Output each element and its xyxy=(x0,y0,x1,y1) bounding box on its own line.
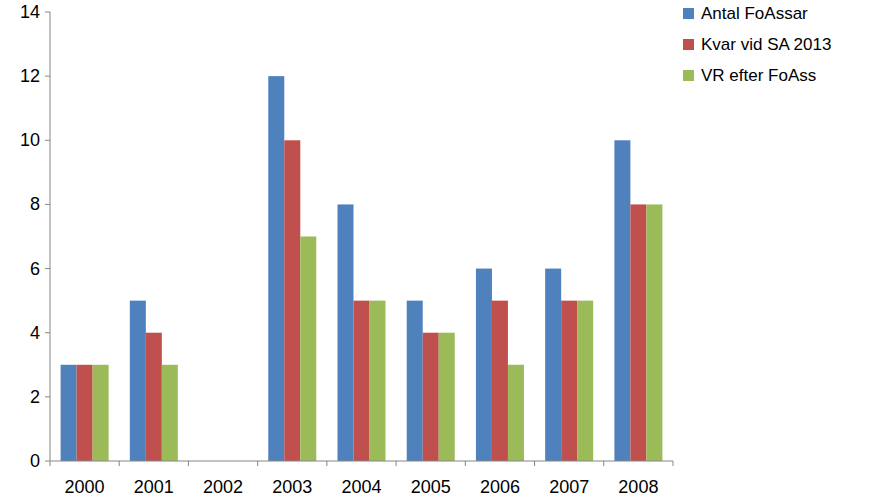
x-tick-label: 2000 xyxy=(65,477,105,497)
y-tick xyxy=(45,76,50,77)
legend-label: VR efter FoAss xyxy=(701,66,816,85)
bar xyxy=(407,301,423,461)
bar xyxy=(268,76,284,461)
chart: 0 2 4 6 8 10 12 14 2000 2001 2002 2003 2004 2005 2006 2… xyxy=(0,0,871,502)
bar xyxy=(284,140,300,461)
bar xyxy=(508,365,524,461)
y-tick xyxy=(45,268,50,269)
y-tick-label: 10 xyxy=(20,130,40,150)
y-tick-label: 8 xyxy=(30,194,40,214)
y-tick xyxy=(45,396,50,397)
x-tick-label: 2006 xyxy=(480,477,520,497)
bar xyxy=(61,365,77,461)
bar xyxy=(561,301,577,461)
x-tick xyxy=(50,461,51,466)
x-tick-label: 2003 xyxy=(272,477,312,497)
y-tick-label: 2 xyxy=(30,387,40,407)
bar xyxy=(354,301,370,461)
legend-swatch xyxy=(683,70,694,81)
bar xyxy=(492,301,508,461)
x-tick-label: 2004 xyxy=(341,477,381,497)
x-tick-label: 2005 xyxy=(411,477,451,497)
x-tick-label: 2007 xyxy=(549,477,589,497)
x-tick xyxy=(326,461,327,466)
y-tick xyxy=(45,332,50,333)
x-tick xyxy=(188,461,189,466)
legend-swatch xyxy=(683,39,694,50)
y-tick-label: 6 xyxy=(30,259,40,279)
bar xyxy=(646,204,662,461)
bar xyxy=(300,237,316,462)
x-tick xyxy=(465,461,466,466)
x-tick xyxy=(119,461,120,466)
bar xyxy=(162,365,178,461)
bar xyxy=(577,301,593,461)
bar xyxy=(93,365,109,461)
y-tick-label: 14 xyxy=(20,2,40,22)
bar xyxy=(614,140,630,461)
bar xyxy=(77,365,93,461)
legend-label: Kvar vid SA 2013 xyxy=(701,35,831,54)
y-tick-label: 0 xyxy=(30,451,40,471)
legend-swatch xyxy=(683,8,694,19)
bar xyxy=(146,333,162,461)
y-tick xyxy=(45,461,50,462)
x-axis xyxy=(50,461,673,462)
legend-label: Antal FoAssar xyxy=(701,4,808,23)
x-tick-label: 2001 xyxy=(134,477,174,497)
y-tick xyxy=(45,12,50,13)
x-tick xyxy=(673,461,674,466)
bar xyxy=(545,269,561,461)
bar xyxy=(439,333,455,461)
x-tick xyxy=(534,461,535,466)
bar xyxy=(370,301,386,461)
bar xyxy=(338,204,354,461)
y-tick xyxy=(45,204,50,205)
x-tick-label: 2002 xyxy=(203,477,243,497)
bar xyxy=(476,269,492,461)
x-tick xyxy=(257,461,258,466)
y-tick xyxy=(45,140,50,141)
bar xyxy=(423,333,439,461)
y-tick-label: 4 xyxy=(30,323,40,343)
bar xyxy=(130,301,146,461)
y-tick-label: 12 xyxy=(20,66,40,86)
y-axis xyxy=(50,12,51,461)
x-tick-label: 2008 xyxy=(618,477,658,497)
x-tick xyxy=(603,461,604,466)
bar xyxy=(630,204,646,461)
x-tick xyxy=(396,461,397,466)
bars xyxy=(61,76,663,461)
